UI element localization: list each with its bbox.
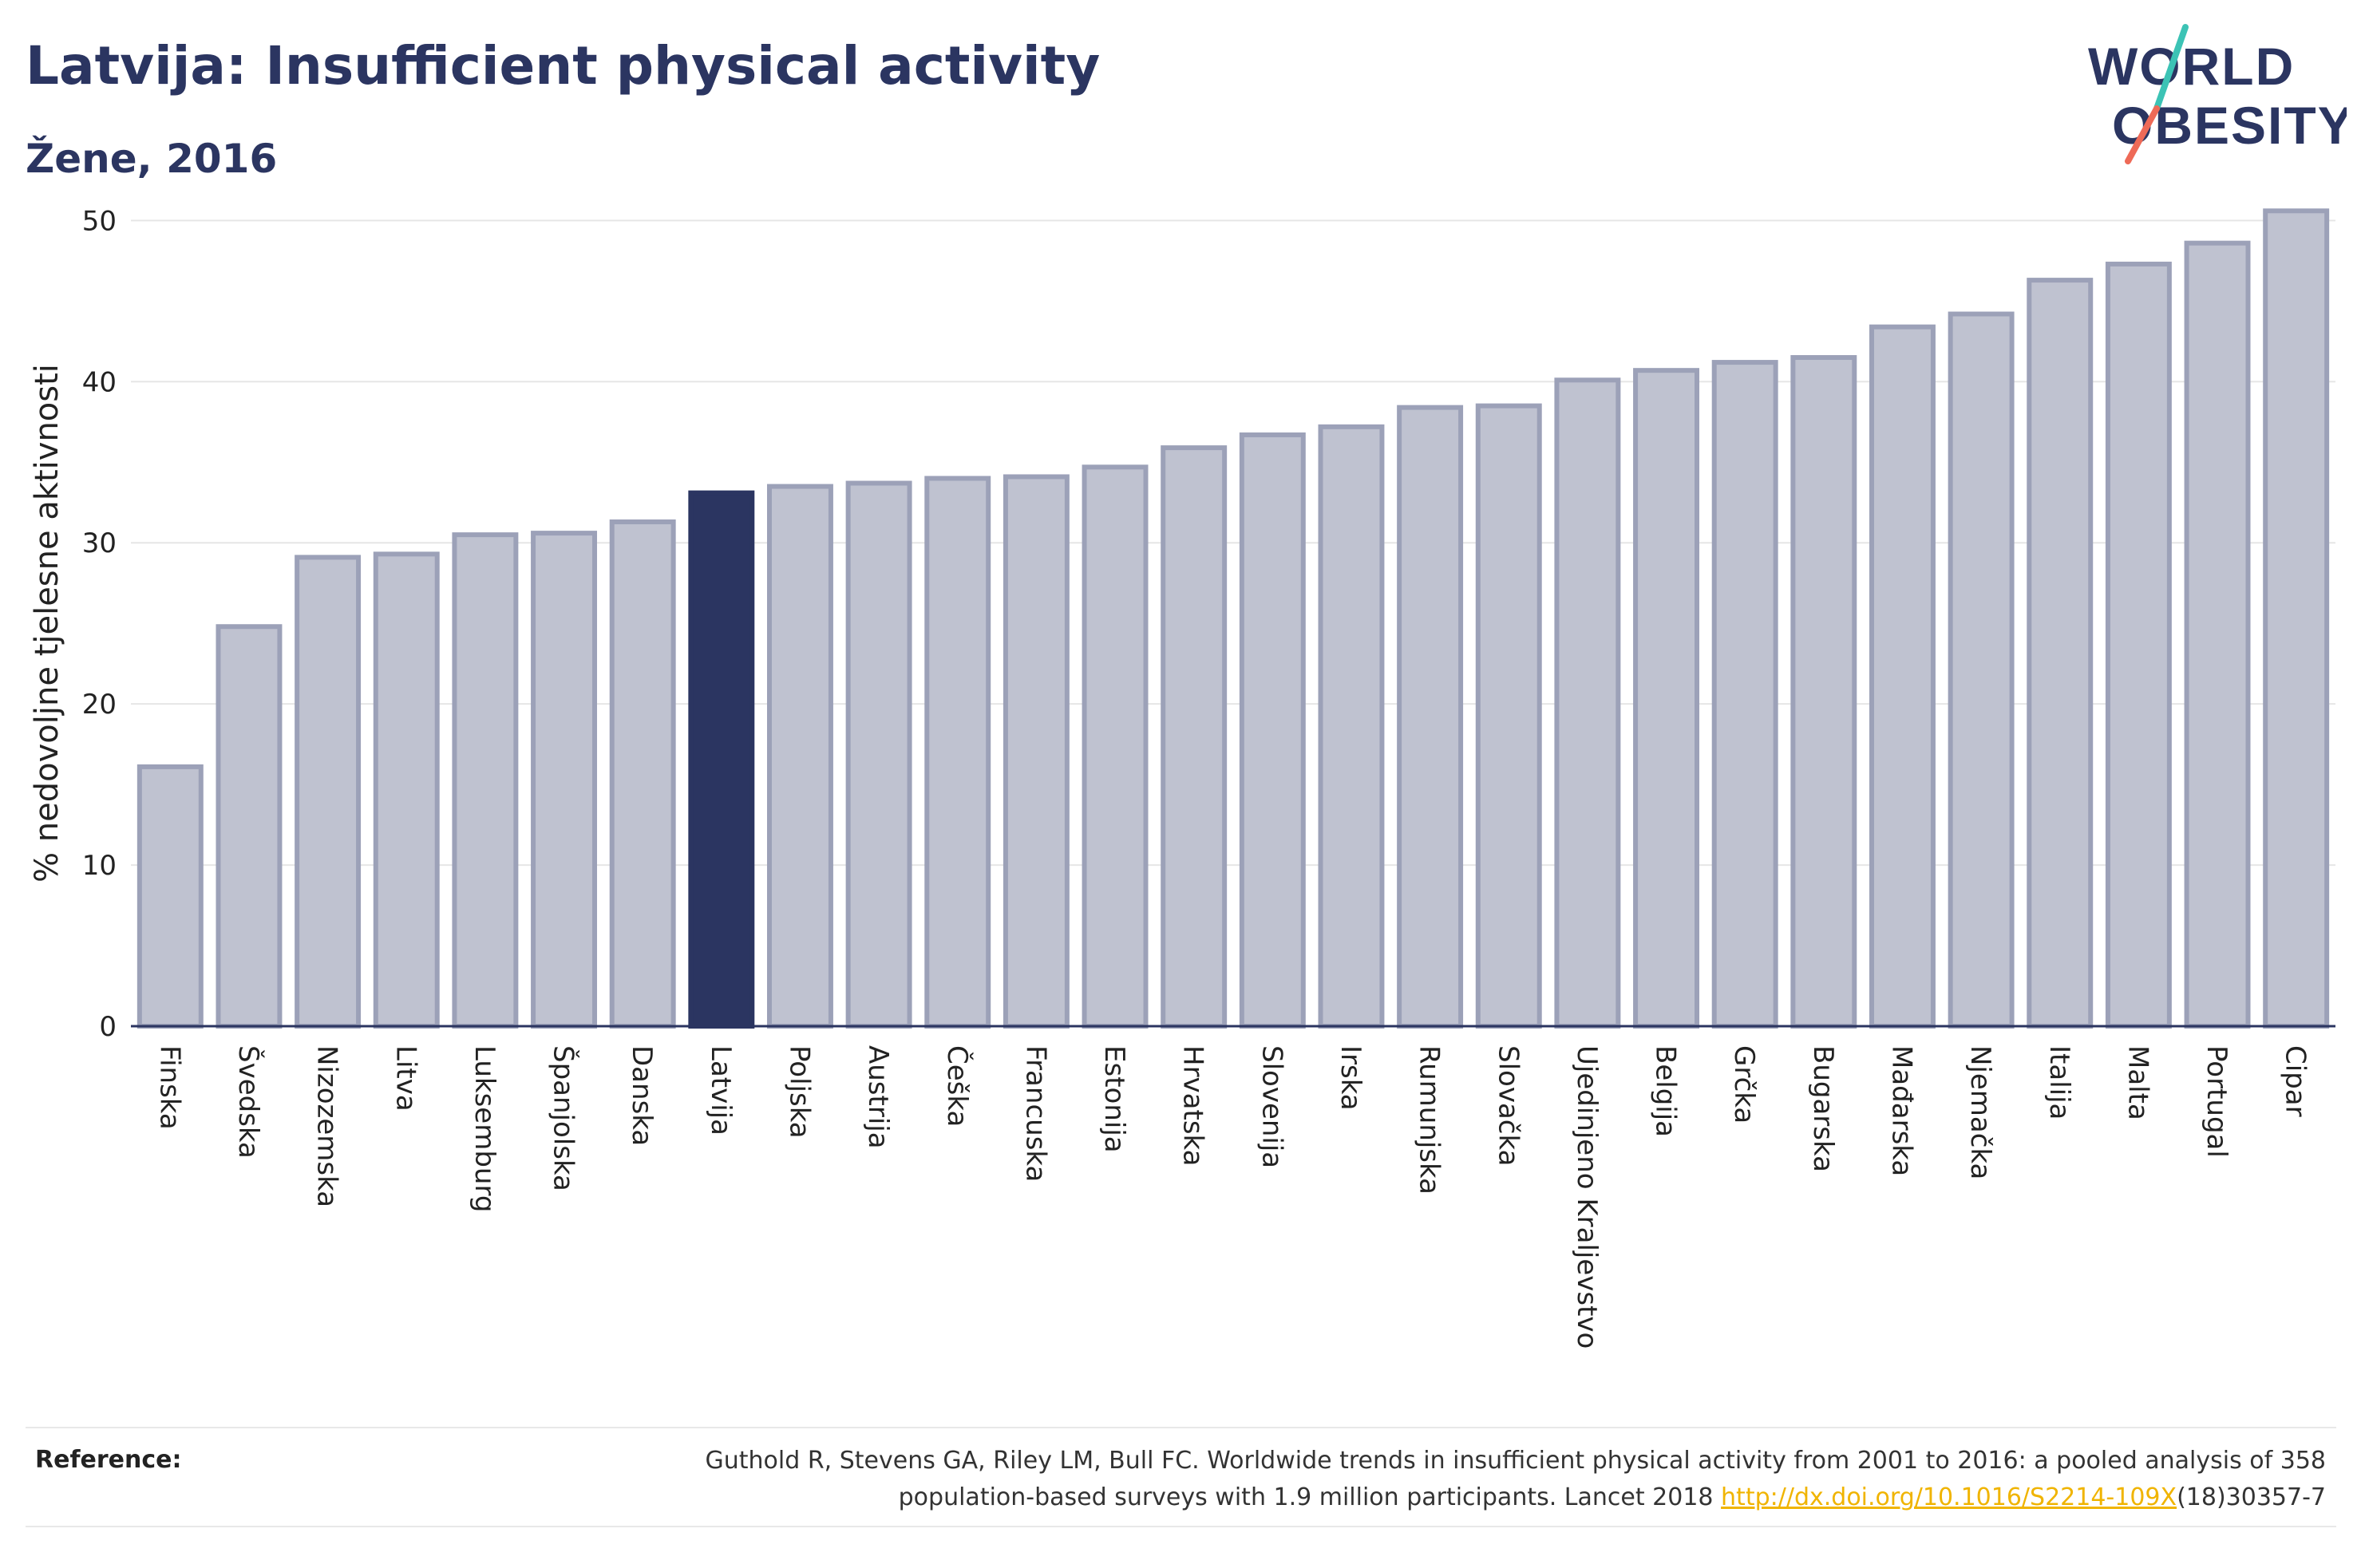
bar <box>845 480 912 1029</box>
logo-word-obesity: OBESITY <box>2112 96 2347 155</box>
x-tick-label: Slovačka <box>1492 1045 1524 1166</box>
bar <box>2184 240 2251 1029</box>
world-obesity-logo: WORLD OBESITY <box>2083 22 2353 174</box>
x-tick-label: Estonija <box>1098 1045 1130 1153</box>
y-tick-label: 0 <box>99 1011 117 1043</box>
x-tick-label: Njemačka <box>1964 1045 1996 1179</box>
bar <box>1161 445 1228 1029</box>
bar <box>1711 360 1778 1029</box>
x-tick-label: Belgija <box>1650 1045 1682 1137</box>
reference-divider-bottom <box>26 1526 2336 1527</box>
x-tick-label: Cipar <box>2280 1045 2312 1117</box>
y-tick-label: 20 <box>82 689 117 721</box>
x-tick-label: Portugal <box>2201 1045 2232 1158</box>
x-tick-label: Danska <box>626 1045 658 1146</box>
x-tick-label: Nizozemska <box>311 1045 343 1207</box>
x-tick-label: Finska <box>153 1045 185 1130</box>
reference-divider-top <box>26 1427 2336 1428</box>
bar <box>1003 474 1070 1029</box>
bar <box>924 476 991 1029</box>
x-tick-label: Hrvatska <box>1177 1045 1209 1166</box>
x-tick-label: Litva <box>390 1045 421 1112</box>
bar <box>1239 432 1306 1029</box>
bar <box>2105 261 2172 1029</box>
bar <box>1475 403 1542 1029</box>
bar <box>2027 278 2094 1029</box>
x-tick-label: Francuska <box>1019 1045 1051 1182</box>
bar <box>452 532 519 1029</box>
x-tick-label: Češka <box>941 1045 974 1127</box>
reference-label: Reference: <box>35 1446 182 1474</box>
bar <box>1790 355 1857 1029</box>
bar <box>531 531 598 1029</box>
bar <box>1082 464 1149 1029</box>
reference-line2-start: population-based surveys with 1.9 millio… <box>898 1483 1722 1511</box>
chart-title: Latvija: Insufficient physical activity <box>26 35 1101 97</box>
bar <box>295 555 362 1029</box>
x-tick-label: Malta <box>2122 1045 2153 1120</box>
x-tick-label: Mađarska <box>1885 1045 1917 1176</box>
x-tick-label: Bugarska <box>1807 1045 1839 1172</box>
x-tick-label: Latvija <box>705 1045 737 1136</box>
bar <box>373 551 440 1029</box>
y-tick-label: 40 <box>82 366 117 398</box>
y-tick-label: 10 <box>82 850 117 882</box>
x-tick-label: Poljska <box>783 1045 815 1139</box>
bar <box>1397 405 1464 1029</box>
x-tick-label: Luksemburg <box>469 1045 500 1212</box>
reference-text: Guthold R, Stevens GA, Riley LM, Bull FC… <box>490 1443 2326 1516</box>
reference-line1: Guthold R, Stevens GA, Riley LM, Bull FC… <box>705 1447 2326 1475</box>
chart-subtitle: Žene, 2016 <box>26 136 278 182</box>
y-tick-label: 50 <box>82 205 117 237</box>
reference-link[interactable]: http://dx.doi.org/10.1016/S2214-109X <box>1721 1483 2177 1511</box>
x-tick-label: Slovenija <box>1256 1045 1287 1168</box>
reference-line2-end: (18)30357-7 <box>2177 1483 2326 1511</box>
x-tick-label: Švedska <box>232 1045 265 1159</box>
bar <box>1318 424 1385 1029</box>
x-tick-label: Italija <box>2043 1045 2075 1120</box>
logo-slash-top <box>2153 24 2189 112</box>
bar <box>1948 311 2015 1029</box>
bar <box>1554 377 1621 1029</box>
bar-chart: 0 10 20 30 40 50 % nedovoljne tjelesne aktivno… <box>29 205 2335 1349</box>
x-tick-label: Španjolska <box>548 1045 580 1191</box>
x-tick-label: Irska <box>1335 1045 1366 1111</box>
y-tick-label: 30 <box>82 527 117 559</box>
x-tick-label: Grčka <box>1728 1045 1760 1124</box>
bar-highlight <box>688 490 755 1029</box>
bar <box>216 624 283 1029</box>
bar <box>136 764 204 1029</box>
y-axis-title: % nedovoljne tjelesne aktivnosti <box>29 364 65 883</box>
x-tick-label: Ujedinjeno Kraljevstvo <box>1571 1045 1603 1349</box>
bar <box>766 484 833 1029</box>
x-tick-label: Rumunjska <box>1414 1045 1445 1195</box>
bar <box>1633 368 1700 1029</box>
bar <box>1869 324 1936 1029</box>
bar <box>609 519 676 1029</box>
logo-slash-bottom <box>2125 105 2160 164</box>
x-tick-label: Austrija <box>862 1045 894 1149</box>
bar <box>2263 208 2330 1029</box>
logo-word-world: WORLD <box>2088 37 2295 96</box>
